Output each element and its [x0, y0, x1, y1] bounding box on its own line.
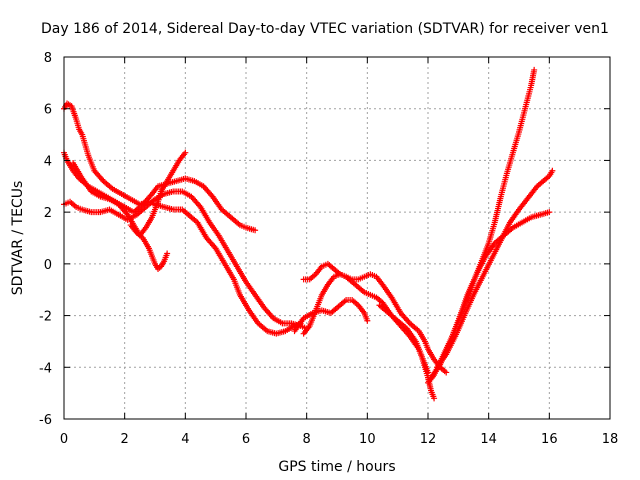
x-tick-label: 14 [480, 432, 497, 447]
x-tick-label: 18 [602, 432, 619, 447]
x-tick-label: 16 [541, 432, 558, 447]
data-point [546, 209, 553, 216]
data-points [61, 66, 556, 402]
y-tick-label: 8 [44, 51, 52, 66]
series-arc-e [127, 222, 171, 273]
chart-title: Day 186 of 2014, Sidereal Day-to-day VTE… [41, 21, 609, 37]
y-tick-label: -4 [39, 361, 52, 376]
x-tick-label: 2 [121, 432, 129, 447]
y-tick-label: 0 [44, 258, 52, 273]
series-arc-d [70, 149, 189, 239]
y-axis-title: SDTVAR / TECUs [10, 181, 26, 296]
data-point [164, 250, 171, 257]
data-point [182, 149, 189, 156]
x-tick-label: 8 [303, 432, 311, 447]
data-point [549, 167, 556, 174]
y-tick-label: -6 [39, 413, 52, 428]
series-arc-h [291, 297, 371, 335]
y-tick-label: 2 [44, 206, 52, 221]
data-point [364, 317, 371, 324]
x-tick-label: 4 [181, 432, 189, 447]
x-tick-label: 6 [242, 432, 250, 447]
plot-frame [63, 56, 611, 420]
y-tick-label: 4 [44, 154, 52, 169]
data-point [252, 227, 259, 234]
x-tick-label: 12 [420, 432, 437, 447]
grid [64, 57, 610, 419]
series-arc-a [61, 100, 304, 337]
y-tick-label: 6 [44, 103, 52, 118]
data-point [443, 369, 450, 376]
series-arc-f [300, 260, 450, 376]
series-arc-l [434, 167, 556, 371]
ticks: 0 2 4 6 8 10 12 14 16 18 -6 -4 -2 0 2 4 6 8 [39, 51, 618, 447]
x-tick-label: 0 [60, 432, 68, 447]
x-tick-label: 10 [359, 432, 376, 447]
data-point [431, 395, 438, 402]
x-axis-title: GPS time / hours [278, 459, 395, 475]
y-tick-label: -2 [39, 310, 52, 325]
data-point [531, 66, 538, 73]
